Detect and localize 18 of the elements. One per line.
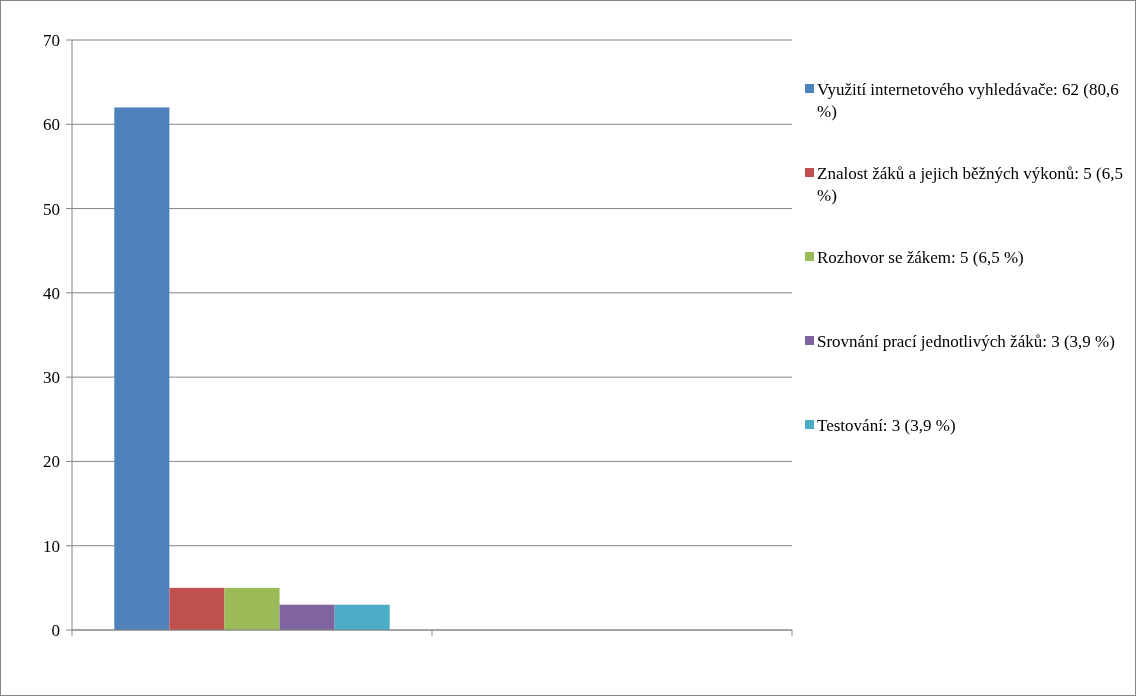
y-tick-label: 0: [51, 620, 60, 640]
y-tick-label: 70: [43, 30, 60, 50]
y-tick-label: 10: [43, 536, 60, 556]
y-tick-label: 40: [43, 283, 60, 303]
legend-label: Rozhovor se žákem: 5 (6,5 %): [817, 248, 1024, 267]
legend-label: Využití internetového vyhledávače: 62 (80,6 %): [817, 80, 1119, 121]
y-tick-label: 50: [43, 199, 60, 219]
bar: [224, 587, 280, 630]
bar: [279, 604, 335, 630]
bar: [169, 587, 225, 630]
bar: [114, 107, 170, 630]
y-tick-label: 30: [43, 368, 60, 388]
y-tick-label: 60: [43, 115, 60, 135]
y-tick-label: 20: [43, 452, 60, 472]
legend-label: Znalost žáků a jejich běžných výkonů: 5 (6,5 %): [817, 164, 1123, 205]
legend-label: Testování: 3 (3,9 %): [817, 416, 956, 435]
legend-label: Srovnání prací jednotlivých žáků: 3 (3,9 %): [817, 332, 1115, 351]
bar: [334, 604, 390, 630]
